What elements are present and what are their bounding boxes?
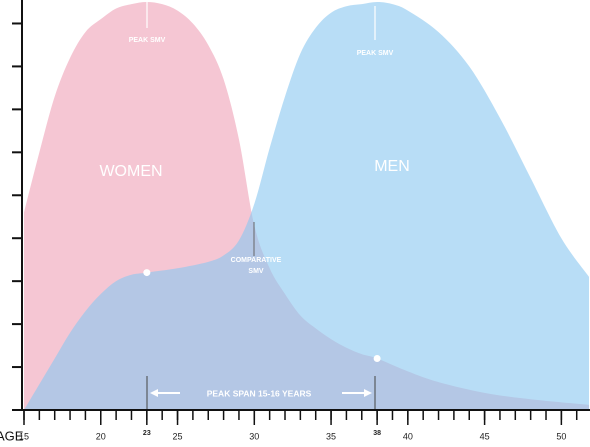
x-tick-label: 45 [480, 431, 490, 441]
annotation: PEAK SMV [357, 50, 394, 57]
x-tick-label: 40 [403, 431, 413, 441]
x-axis-label: AGE [0, 428, 24, 443]
areas [24, 2, 589, 410]
point [143, 269, 151, 277]
area [24, 2, 589, 410]
x-tick-label: 20 [96, 431, 106, 441]
x-tick-label: 23 [143, 430, 151, 437]
series-label: WOMEN [99, 163, 162, 180]
x-tick-label: 30 [249, 431, 259, 441]
span-arrow [150, 389, 158, 397]
annotation: PEAK SMV [129, 37, 166, 44]
annotation: SMV [248, 268, 264, 275]
x-tick-label: 38 [373, 430, 381, 437]
x-tick-label: 50 [556, 431, 566, 441]
annotation: COMPARATIVE [231, 257, 282, 264]
x-tick-label: 25 [173, 431, 183, 441]
x-tick-label: 15 [19, 431, 29, 441]
annotation: PEAK SPAN 15-16 YEARS [207, 388, 312, 398]
series-label: MEN [374, 158, 410, 175]
point [373, 354, 381, 362]
x-tick-label: 35 [326, 431, 336, 441]
annotations: WOMEN MEN PEAK SMV PEAK SMV COMPARATIVE … [99, 2, 410, 410]
span-arrow [364, 389, 372, 397]
